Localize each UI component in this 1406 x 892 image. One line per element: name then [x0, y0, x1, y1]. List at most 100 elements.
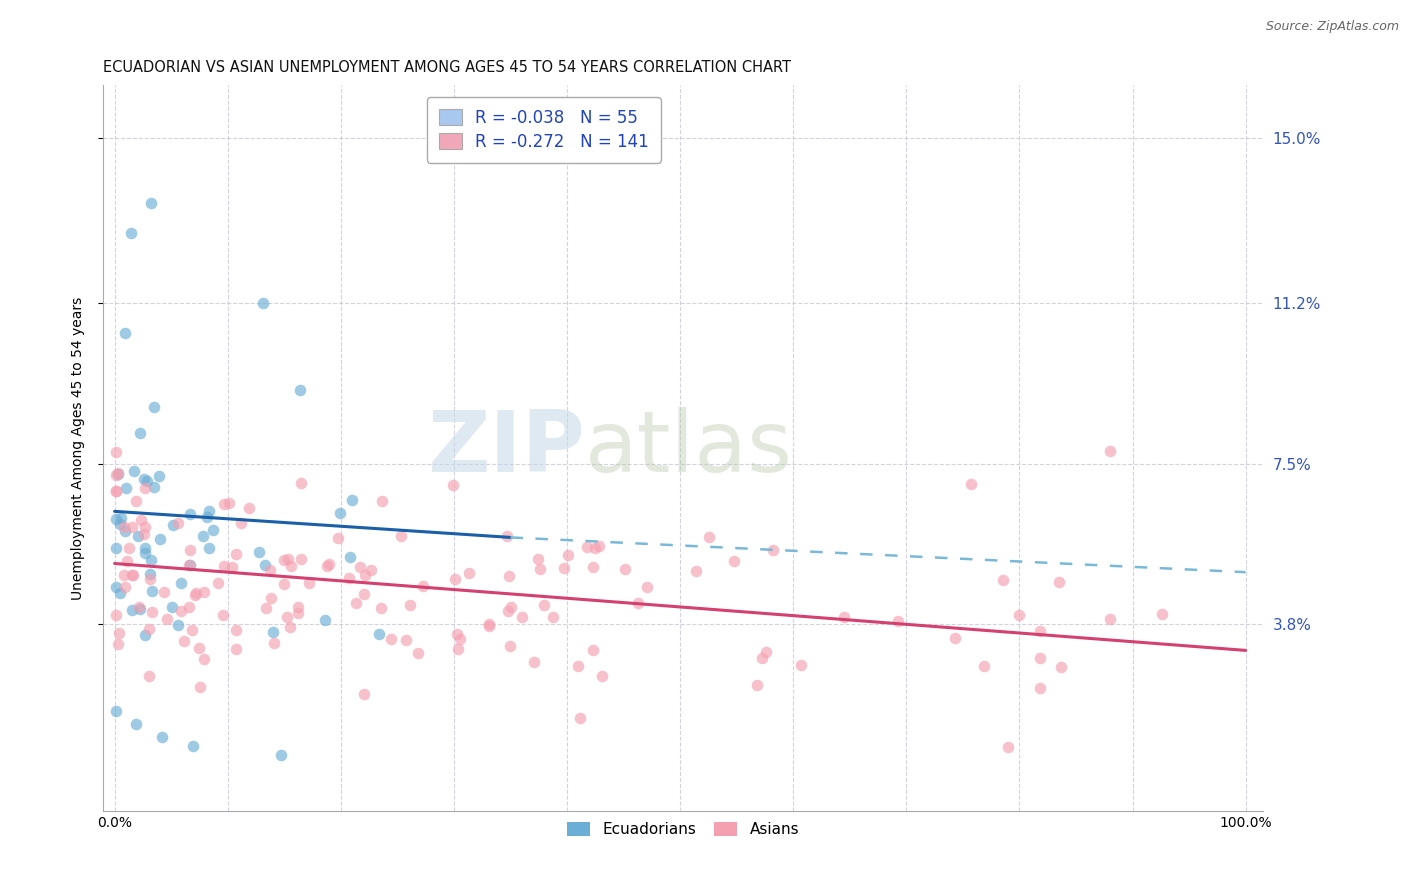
Point	[122, 567, 145, 582]
Point	[107, 625, 129, 640]
Point	[191, 529, 214, 543]
Point	[523, 655, 546, 669]
Point	[344, 596, 367, 610]
Point	[104, 607, 127, 622]
Point	[477, 619, 499, 633]
Point	[697, 530, 720, 544]
Point	[496, 604, 519, 618]
Point	[129, 426, 152, 441]
Point	[755, 645, 778, 659]
Point	[179, 543, 201, 558]
Point	[412, 579, 434, 593]
Point	[973, 658, 995, 673]
Point	[290, 383, 312, 397]
Point	[134, 546, 156, 560]
Point	[591, 669, 613, 683]
Point	[533, 598, 555, 612]
Point	[114, 326, 136, 341]
Point	[134, 520, 156, 534]
Point	[179, 507, 201, 521]
Point	[339, 549, 361, 564]
Point	[104, 512, 127, 526]
Point	[253, 558, 276, 573]
Point	[541, 609, 564, 624]
Point	[349, 560, 371, 574]
Point	[254, 601, 277, 615]
Point	[212, 497, 235, 511]
Point	[225, 548, 247, 562]
Point	[762, 542, 785, 557]
Text: ECUADORIAN VS ASIAN UNEMPLOYMENT AMONG AGES 45 TO 54 YEARS CORRELATION CHART: ECUADORIAN VS ASIAN UNEMPLOYMENT AMONG A…	[103, 60, 792, 75]
Point	[188, 680, 211, 694]
Point	[723, 554, 745, 568]
Point	[170, 576, 193, 591]
Point	[446, 641, 468, 656]
Point	[406, 646, 429, 660]
Point	[108, 516, 131, 531]
Point	[148, 469, 170, 483]
Point	[997, 739, 1019, 754]
Point	[353, 587, 375, 601]
Point	[259, 563, 281, 577]
Point	[149, 532, 172, 546]
Point	[132, 526, 155, 541]
Point	[557, 548, 579, 562]
Point	[457, 566, 479, 580]
Point	[121, 603, 143, 617]
Point	[134, 628, 156, 642]
Point	[636, 580, 658, 594]
Point	[252, 295, 274, 310]
Point	[105, 580, 128, 594]
Point	[104, 483, 127, 498]
Point	[142, 400, 165, 414]
Point	[114, 524, 136, 538]
Point	[138, 669, 160, 683]
Point	[380, 632, 402, 647]
Point	[290, 475, 312, 490]
Point	[263, 635, 285, 649]
Point	[114, 580, 136, 594]
Point	[443, 572, 465, 586]
Point	[107, 467, 129, 481]
Point	[207, 575, 229, 590]
Point	[125, 493, 148, 508]
Point	[127, 529, 149, 543]
Point	[139, 553, 162, 567]
Point	[1007, 607, 1029, 622]
Point	[166, 516, 188, 531]
Point	[512, 610, 534, 624]
Point	[446, 627, 468, 641]
Point	[156, 612, 179, 626]
Point	[370, 600, 392, 615]
Point	[122, 464, 145, 478]
Point	[529, 562, 551, 576]
Point	[745, 678, 768, 692]
Text: Source: ZipAtlas.com: Source: ZipAtlas.com	[1265, 20, 1399, 33]
Point	[162, 599, 184, 614]
Point	[177, 558, 200, 572]
Point	[201, 524, 224, 538]
Point	[278, 619, 301, 633]
Point	[225, 623, 247, 637]
Point	[198, 503, 221, 517]
Point	[110, 586, 132, 600]
Point	[576, 540, 599, 554]
Point	[187, 640, 209, 655]
Point	[112, 520, 135, 534]
Point	[139, 572, 162, 586]
Point	[120, 226, 142, 240]
Point	[107, 637, 129, 651]
Point	[395, 633, 418, 648]
Point	[104, 484, 127, 499]
Point	[276, 610, 298, 624]
Point	[340, 493, 363, 508]
Point	[112, 567, 135, 582]
Point	[360, 563, 382, 577]
Point	[118, 541, 141, 555]
Point	[260, 591, 283, 605]
Point	[138, 623, 160, 637]
Y-axis label: Unemployment Among Ages 45 to 54 years: Unemployment Among Ages 45 to 54 years	[72, 297, 86, 600]
Point	[167, 617, 190, 632]
Point	[141, 195, 163, 210]
Point	[287, 600, 309, 615]
